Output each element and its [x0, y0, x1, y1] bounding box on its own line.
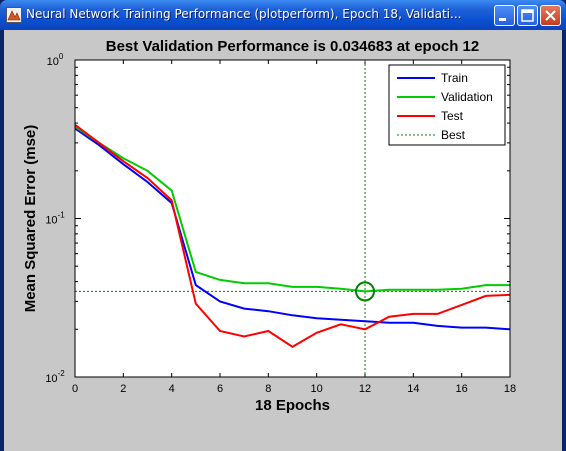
x-axis-label: 18 Epochs: [255, 397, 330, 414]
x-tick-label: 14: [407, 383, 419, 395]
axes-frame: [74, 59, 511, 378]
window-title: Neural Network Training Performance (plo…: [26, 7, 462, 21]
y-tick-label: 100: [47, 52, 64, 68]
close-icon: [545, 10, 556, 21]
maximize-button[interactable]: [517, 5, 538, 26]
legend-label-train: Train: [441, 71, 468, 85]
best-marker: [355, 281, 375, 302]
x-tick-label: 2: [120, 383, 126, 395]
close-button[interactable]: [540, 5, 561, 26]
performance-chart: Best Validation Performance is 0.034683 …: [22, 38, 516, 414]
x-tick-label: 18: [504, 383, 516, 395]
y-tick-label: 10-2: [45, 369, 65, 385]
x-tick-label: 8: [265, 383, 271, 395]
y-tick-label: 10-1: [45, 211, 65, 227]
figure-canvas: Best Validation Performance is 0.034683 …: [4, 30, 562, 451]
minimize-button[interactable]: [494, 5, 515, 26]
x-tick-label: 10: [311, 383, 323, 395]
title-bar[interactable]: Neural Network Training Performance (plo…: [0, 0, 566, 30]
legend-label-test: Test: [441, 109, 464, 123]
x-tick-label: 12: [359, 383, 371, 395]
maximize-icon: [521, 9, 534, 22]
x-tick-label: 0: [72, 383, 78, 395]
x-tick-label: 16: [456, 383, 468, 395]
x-tick-label: 4: [169, 383, 175, 395]
series-line-train: [74, 127, 511, 331]
y-axis-label: Mean Squared Error (mse): [22, 125, 39, 313]
legend-label-validation: Validation: [441, 90, 493, 104]
matlab-figure-icon: [6, 7, 22, 23]
minimize-icon: [499, 18, 506, 21]
series-line-test: [74, 123, 511, 348]
legend-label-best: Best: [441, 128, 466, 142]
chart-title: Best Validation Performance is 0.034683 …: [106, 38, 480, 55]
series-line-validation: [74, 125, 510, 293]
x-tick-label: 6: [217, 383, 223, 395]
